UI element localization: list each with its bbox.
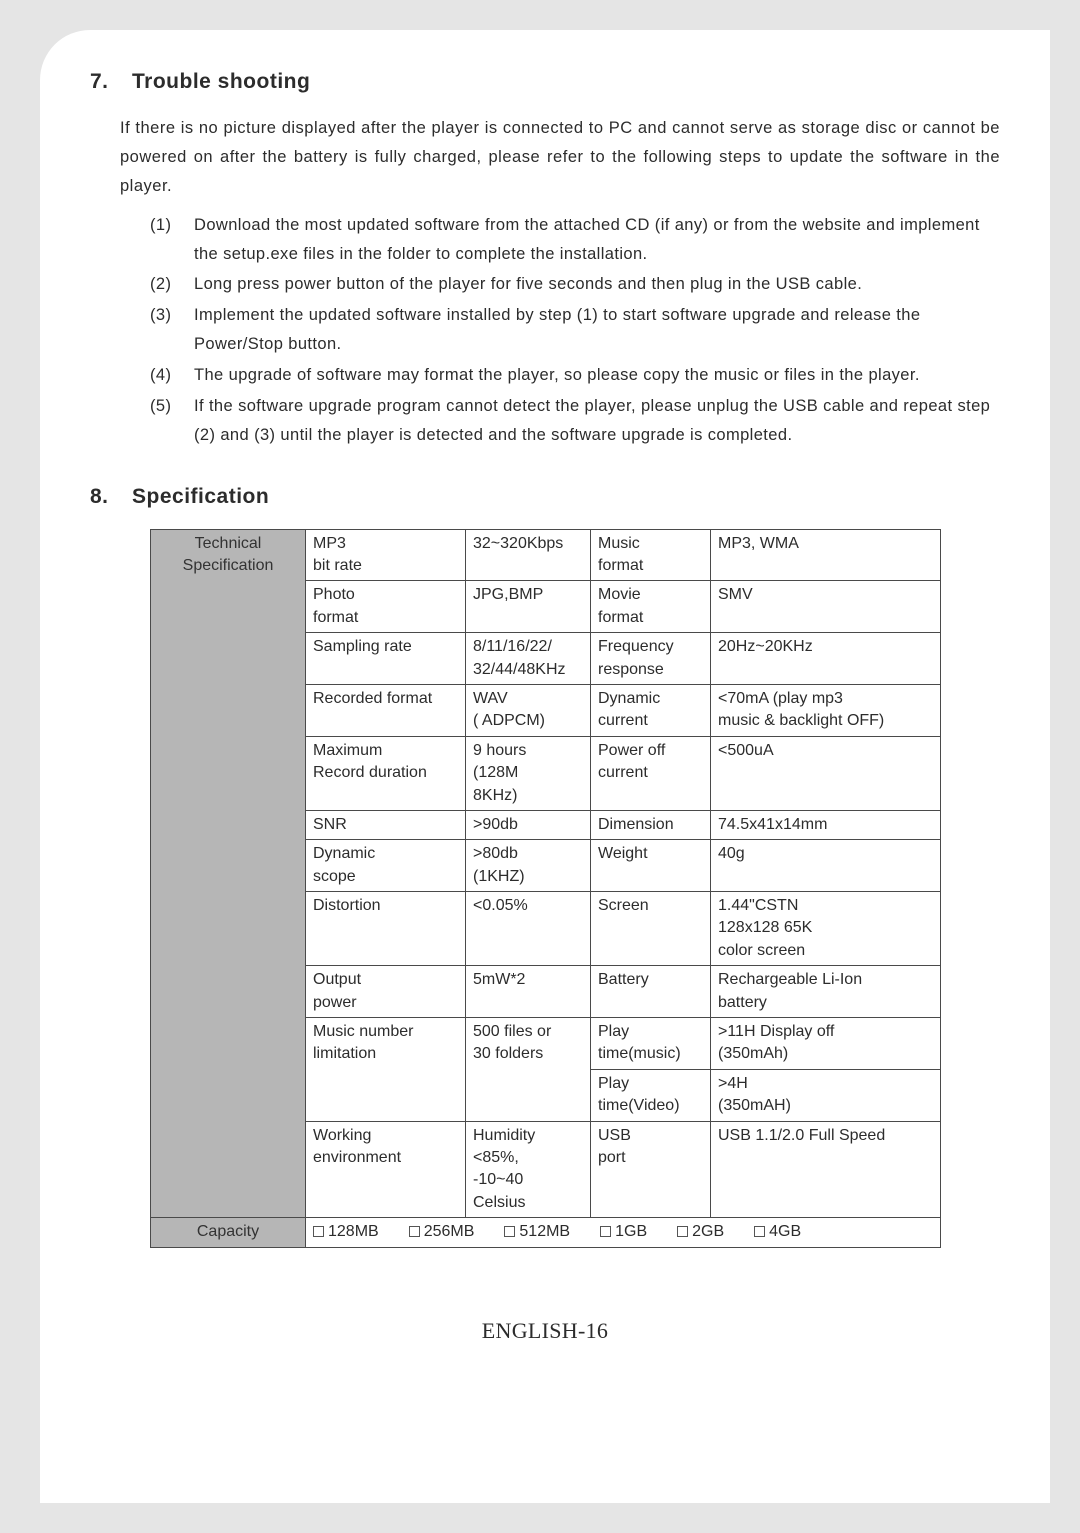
step-text: Implement the updated software installed…	[194, 301, 1000, 359]
table-cell: USB 1.1/2.0 Full Speed	[711, 1121, 941, 1218]
document-page: 7.Trouble shooting If there is no pictur…	[40, 30, 1050, 1503]
table-cell: 8/11/16/22/ 32/44/48KHz	[466, 633, 591, 685]
step-number: (1)	[150, 211, 194, 269]
table-cell: JPG,BMP	[466, 581, 591, 633]
table-cell: Dynamic scope	[306, 840, 466, 892]
table-rowhead-technical: TechnicalSpecification	[151, 529, 306, 1218]
table-cell: 32~320Kbps	[466, 529, 591, 581]
step-number: (2)	[150, 270, 194, 299]
troubleshooting-intro: If there is no picture displayed after t…	[120, 114, 1000, 201]
table-cell: >11H Display off (350mAh)	[711, 1018, 941, 1070]
step-item: (5)If the software upgrade program canno…	[150, 392, 1000, 450]
checkbox-icon	[677, 1226, 688, 1237]
table-cell: 40g	[711, 840, 941, 892]
table-cell: Sampling rate	[306, 633, 466, 685]
checkbox-icon	[409, 1226, 420, 1237]
table-cell: MP3, WMA	[711, 529, 941, 581]
capacity-option: 256MB	[409, 1221, 475, 1243]
table-cell: MP3 bit rate	[306, 529, 466, 581]
table-cell: Dimension	[591, 810, 711, 839]
table-cell: Maximum Record duration	[306, 736, 466, 810]
checkbox-icon	[754, 1226, 765, 1237]
step-item: (1)Download the most updated software fr…	[150, 211, 1000, 269]
section-7-title: Trouble shooting	[132, 70, 310, 93]
table-cell: USB port	[591, 1121, 711, 1218]
table-cell: WAV ( ADPCM)	[466, 684, 591, 736]
table-cell: Humidity <85%, -10~40 Celsius	[466, 1121, 591, 1218]
step-number: (5)	[150, 392, 194, 450]
capacity-options-cell: 128MB 256MB 512MB 1GB 2GB 4GB	[306, 1218, 941, 1247]
table-cell: Frequency response	[591, 633, 711, 685]
table-cell: <500uA	[711, 736, 941, 810]
capacity-option: 128MB	[313, 1221, 379, 1243]
table-row: TechnicalSpecificationMP3 bit rate32~320…	[151, 529, 941, 581]
table-cell: SMV	[711, 581, 941, 633]
table-cell: Battery	[591, 966, 711, 1018]
table-cell: >4H (350mAH)	[711, 1069, 941, 1121]
section-7-heading: 7.Trouble shooting	[90, 70, 1000, 94]
table-cell: Play time(music)	[591, 1018, 711, 1070]
step-text: Long press power button of the player fo…	[194, 270, 1000, 299]
checkbox-icon	[313, 1226, 324, 1237]
table-cell: Dynamic current	[591, 684, 711, 736]
table-cell: >80db (1KHZ)	[466, 840, 591, 892]
table-row-capacity: Capacity 128MB 256MB 512MB 1GB 2GB 4GB	[151, 1218, 941, 1247]
checkbox-icon	[504, 1226, 515, 1237]
page-footer: ENGLISH-16	[90, 1318, 1000, 1344]
step-item: (3)Implement the updated software instal…	[150, 301, 1000, 359]
step-number: (4)	[150, 361, 194, 390]
troubleshooting-steps: (1)Download the most updated software fr…	[150, 211, 1000, 450]
table-cell: SNR	[306, 810, 466, 839]
table-cell: Output power	[306, 966, 466, 1018]
table-cell: 20Hz~20KHz	[711, 633, 941, 685]
table-cell: Music number limitation	[306, 1018, 466, 1122]
table-cell: >90db	[466, 810, 591, 839]
step-text: If the software upgrade program cannot d…	[194, 392, 1000, 450]
table-cell: Photo format	[306, 581, 466, 633]
table-cell: Power off current	[591, 736, 711, 810]
table-cell: Movie format	[591, 581, 711, 633]
table-cell: Weight	[591, 840, 711, 892]
checkbox-icon	[600, 1226, 611, 1237]
table-rowhead-capacity: Capacity	[151, 1218, 306, 1247]
step-item: (4)The upgrade of software may format th…	[150, 361, 1000, 390]
table-cell: 500 files or 30 folders	[466, 1018, 591, 1122]
table-cell: 5mW*2	[466, 966, 591, 1018]
table-cell: Music format	[591, 529, 711, 581]
table-cell: Screen	[591, 892, 711, 966]
section-8-title: Specification	[132, 485, 269, 508]
table-cell: 74.5x41x14mm	[711, 810, 941, 839]
table-cell: Distortion	[306, 892, 466, 966]
specification-table: TechnicalSpecificationMP3 bit rate32~320…	[150, 529, 941, 1248]
capacity-option: 2GB	[677, 1221, 724, 1243]
table-cell: Rechargeable Li-Ion battery	[711, 966, 941, 1018]
step-item: (2)Long press power button of the player…	[150, 270, 1000, 299]
table-cell: 9 hours (128M 8KHz)	[466, 736, 591, 810]
step-number: (3)	[150, 301, 194, 359]
table-cell: Recorded format	[306, 684, 466, 736]
table-cell: <0.05%	[466, 892, 591, 966]
table-cell: <70mA (play mp3 music & backlight OFF)	[711, 684, 941, 736]
capacity-option: 1GB	[600, 1221, 647, 1243]
table-cell: 1.44"CSTN 128x128 65K color screen	[711, 892, 941, 966]
capacity-option: 512MB	[504, 1221, 570, 1243]
table-cell: Play time(Video)	[591, 1069, 711, 1121]
capacity-option: 4GB	[754, 1221, 801, 1243]
section-8-number: 8.	[90, 485, 132, 509]
step-text: Download the most updated software from …	[194, 211, 1000, 269]
table-cell: Working environment	[306, 1121, 466, 1218]
section-8-heading: 8.Specification	[90, 485, 1000, 509]
section-7-number: 7.	[90, 70, 132, 94]
step-text: The upgrade of software may format the p…	[194, 361, 1000, 390]
